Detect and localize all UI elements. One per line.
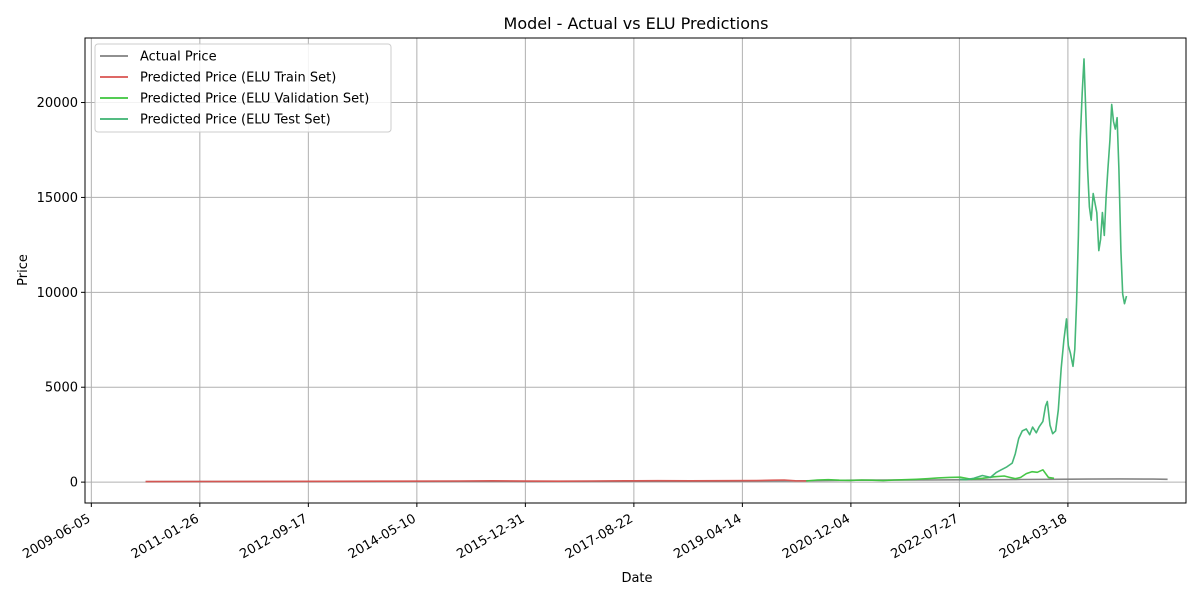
series-line-3	[959, 58, 1128, 481]
y-tick-label: 5000	[45, 381, 78, 396]
plot-frame	[84, 37, 1187, 504]
series-line-2	[806, 469, 1055, 482]
legend-entry: Predicted Price (ELU Validation Set)	[140, 92, 369, 107]
chart-title: Model - Actual vs ELU Predictions	[504, 14, 769, 33]
legend-entry: Predicted Price (ELU Train Set)	[140, 71, 336, 86]
legend-box	[94, 43, 392, 133]
series-layer	[145, 58, 1168, 483]
y-axis-label: Price	[16, 254, 31, 286]
legend-entry: Predicted Price (ELU Test Set)	[140, 113, 331, 128]
legend: Actual Price Predicted Price (ELU Train S…	[94, 43, 392, 133]
series-line-1	[145, 479, 807, 483]
y-axis: 0 5000 10000 15000 20000	[37, 96, 85, 491]
y-tick-label: 10000	[37, 286, 78, 301]
y-tick-label: 15000	[37, 191, 78, 206]
x-axis-label: Date	[621, 571, 652, 586]
legend-entry: Actual Price	[140, 50, 217, 65]
y-tick-label: 20000	[37, 96, 78, 111]
x-grid	[90, 38, 1069, 503]
y-tick-label: 0	[70, 476, 78, 491]
